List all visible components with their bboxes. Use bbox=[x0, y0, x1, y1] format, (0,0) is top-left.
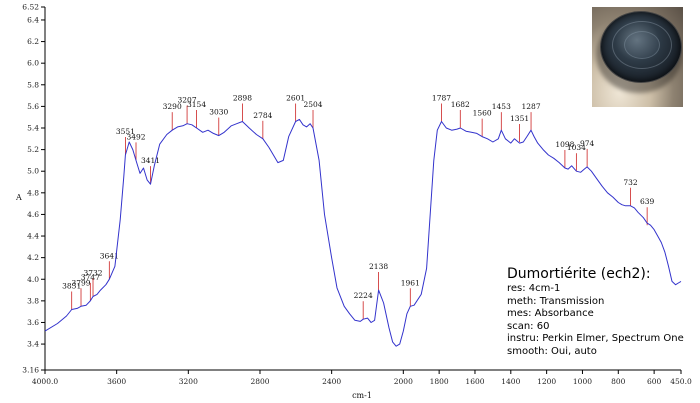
gem-facet-inner bbox=[624, 31, 660, 59]
y-tick-label: 3.4 bbox=[27, 340, 39, 349]
y-tick-label: 5.0 bbox=[27, 167, 39, 176]
peak-label: 1682 bbox=[451, 100, 470, 109]
peak-label: 3732 bbox=[83, 269, 102, 278]
peak-label: 3290 bbox=[163, 102, 182, 111]
peak-label: 2224 bbox=[354, 291, 373, 300]
info-smoothing: smooth: Oui, auto bbox=[507, 345, 597, 357]
peak-label: 2898 bbox=[233, 94, 252, 103]
y-tick-label: 3.16 bbox=[22, 366, 39, 375]
peak-label: 3411 bbox=[141, 156, 160, 165]
peak-label: 3207 bbox=[178, 96, 197, 105]
sample-info-panel: Dumortiérite (ech2): res: 4cm-1 meth: Tr… bbox=[507, 266, 684, 359]
x-tick-label: 2800 bbox=[250, 377, 269, 386]
peak-label: 3030 bbox=[209, 108, 228, 117]
y-axis: 3.16 3.4 3.6 3.8 4.0 4.2 4.4 4.6 4.8 5.0 5.2 5.4 5.6… bbox=[22, 3, 45, 375]
y-tick-label: 5.6 bbox=[27, 102, 39, 111]
series-layer bbox=[44, 118, 682, 347]
gem-facet-outer bbox=[612, 21, 672, 69]
peak-label: 1787 bbox=[432, 94, 451, 103]
y-tick-label: 6.0 bbox=[27, 59, 39, 68]
y-tick-label: 4.4 bbox=[27, 232, 39, 241]
peak-label: 732 bbox=[623, 178, 638, 187]
peak-label: 2601 bbox=[286, 94, 305, 103]
peak-label: 1453 bbox=[492, 102, 511, 111]
plot-frame bbox=[44, 7, 681, 371]
info-measure: mes: Absorbance bbox=[507, 308, 594, 320]
peak-label: 1351 bbox=[510, 114, 529, 123]
y-tick-label: 5.2 bbox=[27, 145, 39, 154]
x-tick-label: 800 bbox=[611, 377, 626, 386]
info-resolution: res: 4cm-1 bbox=[507, 283, 561, 294]
peak-label: 1287 bbox=[522, 102, 541, 111]
spectrum-line bbox=[44, 118, 682, 347]
y-tick-label: 4.2 bbox=[27, 253, 39, 262]
x-tick-label: 2000 bbox=[394, 377, 413, 386]
peak-label: 1034 bbox=[567, 143, 586, 152]
x-tick-label: 1200 bbox=[537, 377, 556, 386]
peak-label: 3747 bbox=[81, 273, 100, 282]
peak-label: 3641 bbox=[100, 251, 119, 260]
info-scans: scan: 60 bbox=[507, 320, 550, 332]
y-tick-label: 6.52 bbox=[22, 3, 39, 12]
x-tick-label: 1800 bbox=[430, 377, 449, 386]
x-tick-label: 1600 bbox=[465, 377, 484, 386]
y-tick-label: 6.4 bbox=[27, 15, 39, 24]
x-tick-label: 450.0 bbox=[670, 377, 692, 386]
x-tick-label: 4000.0 bbox=[32, 377, 58, 386]
peak-label: 2504 bbox=[303, 100, 322, 109]
gemstone-photo bbox=[592, 7, 683, 107]
x-tick-label: 3600 bbox=[107, 377, 126, 386]
peak-label: 1961 bbox=[401, 278, 420, 287]
x-tick-label: 1000 bbox=[573, 377, 592, 386]
y-tick-label: 4.0 bbox=[27, 275, 39, 284]
y-tick-label: 3.6 bbox=[27, 318, 39, 327]
y-tick-label: 4.8 bbox=[27, 188, 39, 197]
x-axis-label: cm-1 bbox=[352, 391, 372, 400]
peak-label: 3492 bbox=[126, 132, 145, 141]
peak-label: 974 bbox=[580, 139, 595, 148]
x-axis: 4000.0 3600 3200 2800 2400 2000 1800 1600 1400 12… bbox=[32, 370, 692, 386]
y-axis-label: A bbox=[15, 193, 22, 202]
x-tick-label: 2400 bbox=[322, 377, 341, 386]
x-tick-label: 1400 bbox=[501, 377, 520, 386]
peak-label: 1560 bbox=[473, 109, 492, 118]
y-tick-label: 5.4 bbox=[27, 124, 39, 133]
peak-label: 3799 bbox=[71, 278, 90, 287]
peak-label: 2138 bbox=[369, 262, 388, 271]
y-tick-label: 3.8 bbox=[27, 296, 39, 305]
peak-label: 3154 bbox=[187, 100, 206, 109]
x-tick-label: 3200 bbox=[179, 377, 198, 386]
peak-label: 2784 bbox=[253, 111, 272, 120]
y-tick-label: 5.8 bbox=[27, 80, 39, 89]
y-tick-label: 6.2 bbox=[27, 37, 39, 46]
info-method: meth: Transmission bbox=[507, 295, 605, 307]
peak-label: 1098 bbox=[555, 140, 574, 149]
x-tick-label: 600 bbox=[647, 377, 662, 386]
peak-label: 639 bbox=[640, 197, 655, 206]
peak-label: 3551 bbox=[116, 127, 135, 136]
peak-label: 3851 bbox=[62, 282, 81, 291]
y-tick-label: 4.6 bbox=[27, 210, 39, 219]
sample-title: Dumortiérite (ech2): bbox=[507, 266, 651, 282]
info-instrument: instru: Perkin Elmer, Spectrum One bbox=[507, 333, 684, 345]
